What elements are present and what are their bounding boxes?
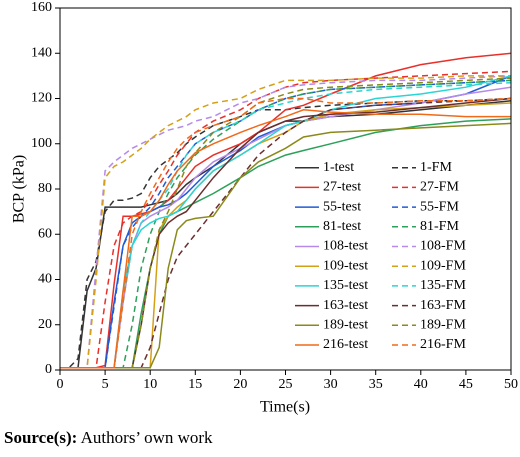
legend-label: 1-test [323, 160, 354, 175]
series-line [60, 75, 511, 369]
legend-label: 216-test [323, 337, 368, 352]
x-axis-title: Time(s) [260, 399, 310, 416]
legend-label: 109-FM [420, 258, 466, 273]
legend-label: 189-test [323, 318, 368, 333]
x-tick-label: 45 [459, 377, 473, 392]
x-tick-label: 5 [102, 377, 109, 392]
series-line [60, 109, 511, 369]
legend-label: 108-FM [420, 239, 466, 254]
legend-label: 55-test [323, 199, 361, 214]
legend-label: 81-test [323, 219, 361, 234]
y-tick-label: 0 [45, 362, 52, 377]
series-line [60, 81, 512, 369]
x-tick-label: 50 [504, 377, 518, 392]
y-tick-label: 140 [31, 45, 52, 60]
y-tick-label: 160 [31, 0, 52, 15]
legend-label: 216-FM [420, 337, 466, 352]
source-label: Source(s): [4, 428, 78, 447]
source-text: Authors’ own work [80, 428, 213, 447]
y-tick-label: 120 [31, 91, 52, 106]
x-tick-label: 35 [369, 377, 383, 392]
legend-label: 109-test [323, 258, 368, 273]
x-tick-label: 20 [233, 377, 247, 392]
legend-label: 27-FM [420, 180, 459, 195]
legend-label: 108-test [323, 239, 368, 254]
y-tick-label: 40 [38, 272, 52, 287]
x-tick-label: 0 [57, 377, 64, 392]
legend-label: 1-FM [420, 160, 452, 175]
y-tick-label: 100 [31, 136, 52, 151]
legend-label: 55-FM [420, 199, 459, 214]
x-tick-label: 25 [279, 377, 293, 392]
legend-label: 163-FM [420, 298, 466, 313]
legend-label: 135-FM [420, 278, 466, 293]
legend-label: 27-test [323, 180, 361, 195]
y-axis-title: BCP (kPa) [11, 155, 28, 223]
x-tick-label: 30 [324, 377, 338, 392]
legend-label: 189-FM [420, 318, 466, 333]
chart: BCP (kPa) Time(s) 0 5 10 15 20 25 30 35 40 45 50 0 2… [11, 0, 518, 416]
series-line [60, 75, 512, 369]
legend-label: 81-FM [420, 219, 459, 234]
y-tick-label: 60 [38, 226, 52, 241]
x-tick-label: 10 [143, 377, 157, 392]
plot-frame [59, 7, 512, 371]
legend-label: 135-test [323, 278, 368, 293]
series-line [60, 70, 512, 369]
y-tick-label: 20 [38, 317, 52, 332]
legend-label: 163-test [323, 298, 368, 313]
series-line [60, 77, 512, 369]
y-tick-label: 80 [38, 181, 52, 196]
source-note: Source(s): Authors’ own work [4, 428, 213, 448]
x-tick-label: 40 [414, 377, 428, 392]
x-tick-label: 15 [188, 377, 202, 392]
series-line [60, 79, 512, 369]
series-line [60, 97, 512, 369]
